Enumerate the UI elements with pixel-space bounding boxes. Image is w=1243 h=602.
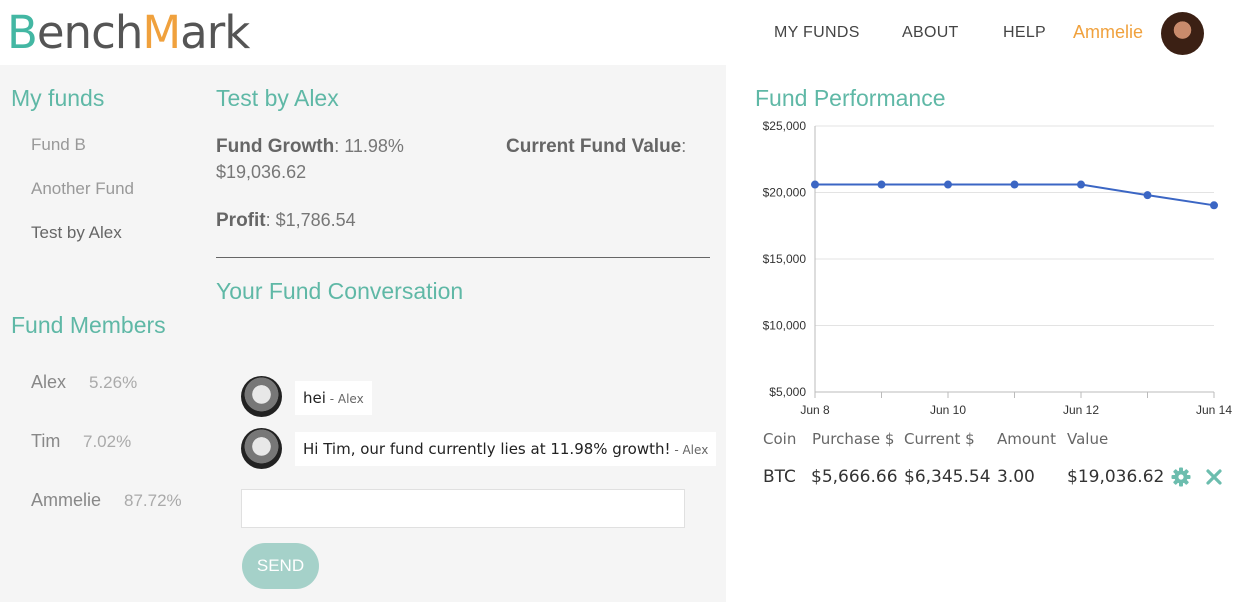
fund-title: Test by Alex	[216, 85, 339, 111]
user-avatar[interactable]	[1161, 12, 1204, 55]
table-header-amount: Amount	[997, 430, 1056, 448]
performance-title: Fund Performance	[755, 85, 946, 111]
member-name: Alex	[31, 372, 67, 392]
conversation-title: Your Fund Conversation	[216, 278, 464, 304]
table-cell-amount: 3.00	[997, 467, 1035, 487]
profit-label: Profit	[216, 210, 266, 231]
current-fund-value-amount: $19,036.62	[216, 162, 307, 182]
nav-about[interactable]: ABOUT	[902, 24, 959, 41]
table-cell-current: $6,345.54	[904, 467, 991, 487]
member-name: Tim	[31, 431, 61, 451]
table-header-value: Value	[1067, 430, 1109, 448]
logo-letter-b: B	[7, 6, 38, 59]
message-text: hei	[303, 389, 326, 407]
top-bar: BenchMark MY FUNDS ABOUT HELP Ammelie	[0, 0, 1243, 65]
data-point	[877, 180, 886, 189]
message-avatar	[241, 428, 282, 469]
benchmark-logo[interactable]: BenchMark	[7, 6, 250, 59]
x-tick-label: Jun 10	[930, 403, 966, 417]
logo-text-ark: ark	[180, 6, 250, 59]
sidebar-test-by-alex[interactable]: Test by Alex	[31, 223, 122, 242]
x-tick-label: Jun 12	[1063, 403, 1099, 417]
message-bubble: Hi Tim, our fund currently lies at 11.98…	[295, 432, 717, 466]
nav-user-name[interactable]: Ammelie	[1073, 22, 1144, 42]
data-point	[1210, 201, 1218, 210]
table-header-coin: Coin	[763, 430, 797, 448]
message-author: - Alex	[325, 392, 364, 406]
profit-value: : $1,786.54	[265, 210, 356, 230]
gear-icon	[1171, 467, 1191, 487]
message-text: Hi Tim, our fund currently lies at 11.98…	[303, 440, 671, 458]
message-input[interactable]	[241, 489, 685, 528]
fund-members-title: Fund Members	[11, 312, 166, 338]
current-fund-value-label: Current Fund Value	[506, 136, 682, 157]
fund-growth-value: : 11.98%	[334, 136, 404, 156]
message-author: - Alex	[670, 443, 709, 457]
performance-panel	[726, 65, 1243, 602]
profit: Profit: $1,786.54	[216, 210, 356, 232]
member-percentage: 5.26%	[89, 373, 138, 392]
y-tick-label: $20,000	[763, 186, 807, 200]
data-point	[1010, 180, 1019, 189]
logo-letter-m: M	[142, 6, 181, 59]
my-funds-title: My funds	[11, 85, 105, 111]
y-tick-label: $15,000	[763, 252, 807, 266]
divider	[216, 257, 710, 258]
logo-text-ench: ench	[36, 6, 143, 59]
sidebar-another-fund[interactable]: Another Fund	[31, 179, 135, 198]
fund-growth-label: Fund Growth	[216, 136, 335, 157]
sidebar	[0, 65, 202, 602]
gear-icon[interactable]	[1170, 466, 1192, 488]
x-tick-label: Jun 14	[1196, 403, 1232, 417]
performance-chart: $5,000 $10,000 $15,000 $20,000 $25,000 Jun 8 J…	[763, 119, 1233, 417]
table-cell-coin: BTC	[763, 467, 796, 487]
data-point	[1077, 180, 1085, 189]
sidebar-fund-b[interactable]: Fund B	[31, 135, 86, 154]
y-tick-label: $5,000	[769, 385, 806, 399]
fund-growth: Fund Growth: 11.98%	[216, 136, 404, 158]
message-avatar	[241, 376, 282, 417]
member-percentage: 7.02%	[83, 432, 132, 451]
table-cell-value: $19,036.62	[1067, 467, 1165, 487]
y-tick-label: $25,000	[763, 119, 807, 133]
nav-my-funds[interactable]: MY FUNDS	[774, 24, 860, 41]
member-percentage: 87.72%	[124, 491, 182, 510]
close-icon	[1206, 469, 1222, 485]
y-tick-label: $10,000	[763, 319, 807, 333]
table-cell-purchase: $5,666.66	[811, 467, 898, 487]
data-point	[944, 180, 952, 189]
message-bubble: hei - Alex	[295, 381, 372, 415]
data-point	[1143, 191, 1152, 200]
member-name: Ammelie	[31, 490, 102, 510]
close-icon[interactable]	[1203, 466, 1225, 488]
table-header-current: Current $	[904, 430, 975, 448]
x-tick-label: Jun 8	[800, 403, 830, 417]
send-button[interactable]: SEND	[242, 543, 319, 589]
data-point	[811, 180, 819, 189]
current-fund-value: Current Fund Value:	[506, 136, 686, 158]
current-fund-value-colon: :	[681, 136, 687, 156]
nav-help[interactable]: HELP	[1003, 24, 1046, 41]
table-header-purchase: Purchase $	[812, 430, 895, 448]
